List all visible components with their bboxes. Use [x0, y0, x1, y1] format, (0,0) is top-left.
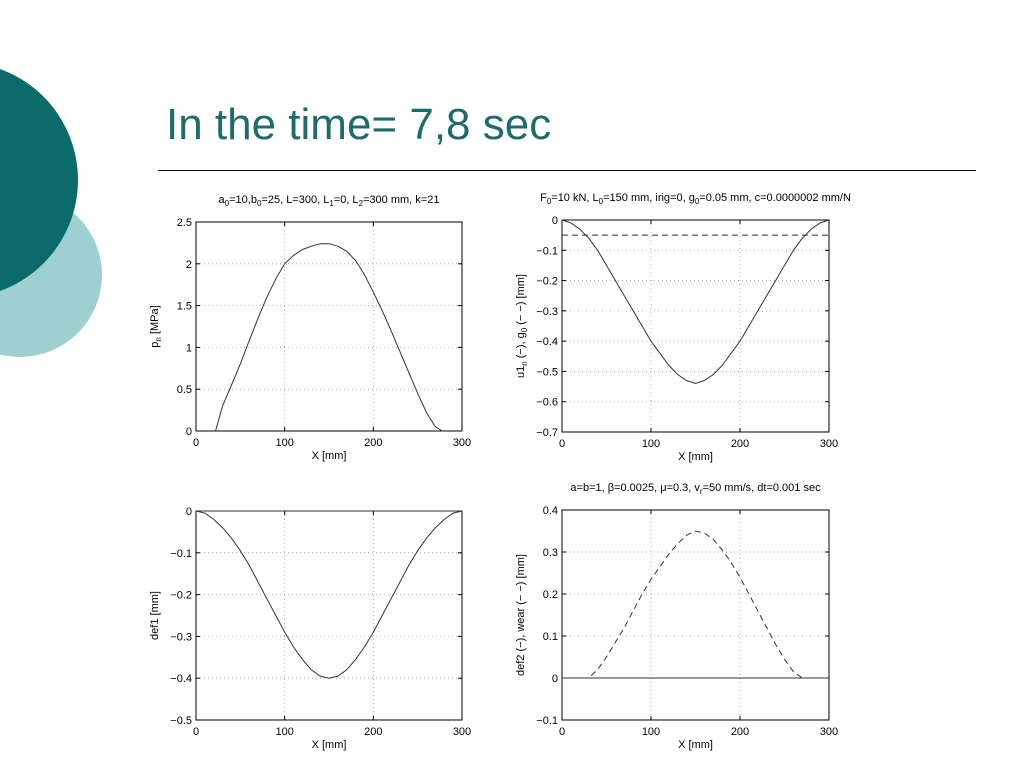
p2-ylabel: u1n (−), g0 (− −) [mm] — [515, 274, 529, 378]
p2-ytick-label-3: −0.3 — [536, 306, 558, 318]
p2-axes-frame — [561, 219, 830, 433]
p3-xtick-label-0: 0 — [193, 726, 199, 738]
p2-ytick-label-4: −0.4 — [536, 336, 558, 348]
p1-ytick-label-3: 1.5 — [177, 301, 192, 313]
p2-xtick-label-0: 0 — [559, 438, 565, 450]
p4-ytick-label-5: 0.4 — [543, 505, 558, 517]
p1-ylabel: pn [MPa] — [149, 305, 163, 347]
p1-series-0 — [215, 243, 443, 432]
p2-title: F0=10 kN, L0=150 mm, irig=0, g0=0.05 mm,… — [540, 192, 851, 206]
p2-series-0 — [561, 219, 830, 385]
p4-xtick-label-3: 300 — [820, 726, 838, 738]
p2-ytick-label-6: −0.6 — [536, 397, 558, 409]
p3-xlabel: X [mm] — [312, 739, 347, 751]
p1-xlabel: X [mm] — [312, 450, 347, 462]
p1-ytick-label-5: 2.5 — [177, 217, 192, 229]
p4-xtick-label-0: 0 — [559, 726, 565, 738]
decor-circle-dark — [0, 69, 78, 291]
p3-ytick-label-0: 0 — [186, 506, 192, 518]
p1-xtick-label-1: 100 — [275, 437, 293, 449]
p4-axes-frame — [561, 509, 830, 721]
p4-ytick-label-1: 0 — [552, 673, 558, 685]
p2-ytick-label-0: 0 — [552, 215, 558, 227]
p3-ytick-label-2: −0.2 — [170, 590, 192, 602]
p3-ytick-label-5: −0.5 — [170, 715, 192, 727]
p3-ytick-label-3: −0.3 — [170, 631, 192, 643]
p3-ylabel: def1 [mm] — [149, 591, 161, 640]
p2-xtick-label-3: 300 — [820, 438, 838, 450]
p4-xlabel: X [mm] — [678, 739, 713, 751]
p1-title: a0=10,b0=25, L=300, L1=0, L2=300 mm, k=2… — [219, 194, 440, 208]
p3-series-0 — [195, 510, 463, 679]
slide-title: In the time= 7,8 sec — [166, 100, 552, 149]
p1-ytick-label-0: 0 — [186, 426, 192, 438]
p3-chart: 0 100 200 300 0 −0.1 −0.2 −0.3 −0.4 −0.5 X [mm] def… — [149, 506, 471, 751]
p2-ytick-label-7: −0.7 — [536, 427, 558, 439]
p3-xtick-label-1: 100 — [275, 726, 293, 738]
p1-ytick-label-2: 1 — [186, 342, 192, 354]
p2-xtick-label-2: 200 — [731, 438, 749, 450]
p1-xtick-label-2: 200 — [364, 437, 382, 449]
p1-ytick-label-4: 2 — [186, 259, 192, 271]
p4-xtick-label-1: 100 — [642, 726, 660, 738]
p2-ytick-label-1: −0.1 — [536, 245, 558, 257]
p4-ylabel: def2 (−), wear (− −) [mm] — [515, 554, 527, 676]
p2-chart: 0 100 200 300 0 −0.1 −0.2 −0.3 −0.4 −0.5 −0.6 −0.7 X… — [515, 192, 851, 463]
p2-ytick-label-2: −0.2 — [536, 276, 558, 288]
p3-xtick-label-3: 300 — [453, 726, 471, 738]
p3-xtick-label-2: 200 — [364, 726, 382, 738]
p1-chart: 0 100 200 300 0 0.5 1 1.5 2 2.5 X [mm] pn [MPa] a0=1… — [149, 194, 471, 462]
p4-chart: 0 100 200 300−0.100.10.20.30.4X [mm]def2 (−… — [515, 482, 838, 751]
p1-ytick-label-1: 0.5 — [177, 384, 192, 396]
p4-ytick-label-4: 0.3 — [543, 547, 558, 559]
p3-ytick-label-1: −0.1 — [170, 548, 192, 560]
p2-xtick-label-1: 100 — [642, 438, 660, 450]
p2-ytick-label-5: −0.5 — [536, 366, 558, 378]
p4-xtick-label-2: 200 — [731, 726, 749, 738]
p4-ytick-label-2: 0.1 — [543, 631, 558, 643]
p4-ytick-label-0: −0.1 — [536, 715, 558, 727]
title-underline — [158, 170, 976, 171]
p4-title: a=b=1, β=0.0025, μ=0.3, vr=50 mm/s, dt=0… — [570, 482, 821, 496]
p3-ytick-label-4: −0.4 — [170, 673, 192, 685]
p2-xlabel: X [mm] — [678, 451, 713, 463]
p1-xtick-label-0: 0 — [193, 437, 199, 449]
p1-axes-frame — [195, 221, 463, 432]
p1-xtick-label-3: 300 — [453, 437, 471, 449]
p4-series-0 — [562, 530, 829, 679]
p4-ytick-label-3: 0.2 — [543, 589, 558, 601]
p3-axes-frame — [195, 510, 463, 721]
